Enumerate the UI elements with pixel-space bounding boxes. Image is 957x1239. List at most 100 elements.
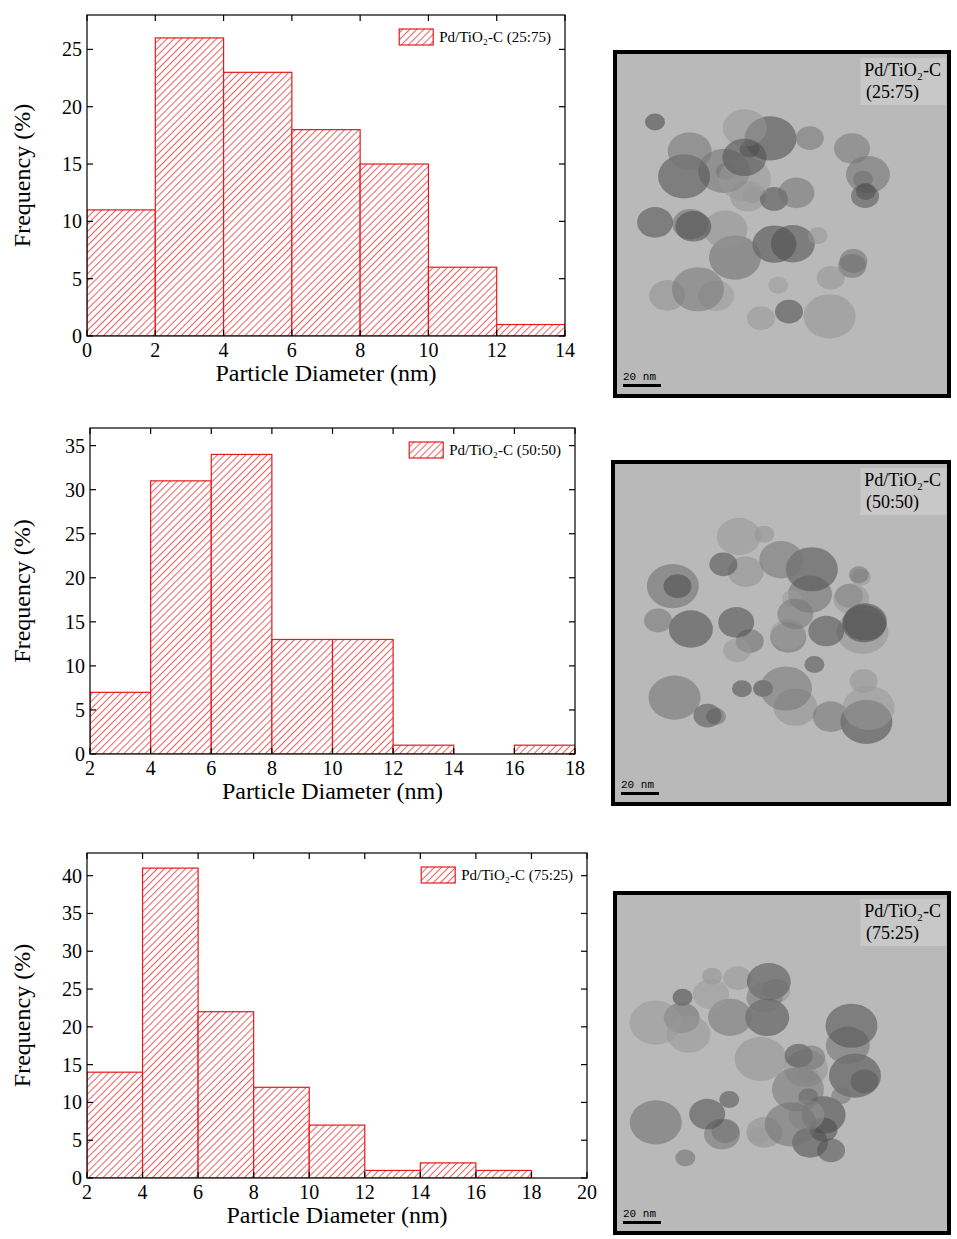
x-tick bbox=[475, 1172, 476, 1178]
x-tick-top bbox=[291, 15, 292, 21]
y-axis-title: Frequency (%) bbox=[9, 104, 35, 247]
y-tick-label: 5 bbox=[72, 268, 82, 290]
particle-texture bbox=[796, 126, 824, 150]
particle-texture bbox=[693, 979, 729, 1010]
y-tick-label: 5 bbox=[72, 1129, 82, 1151]
x-tick-label: 4 bbox=[219, 339, 229, 361]
x-tick-label: 4 bbox=[138, 1181, 148, 1203]
bar bbox=[151, 481, 212, 754]
x-tick bbox=[420, 1172, 421, 1178]
y-tick bbox=[87, 49, 93, 50]
x-tick-label: 16 bbox=[466, 1181, 486, 1203]
y-tick bbox=[90, 489, 96, 490]
figure: 024681012140510152025Particle Diameter (… bbox=[0, 0, 957, 1239]
x-tick-label: 20 bbox=[577, 1181, 597, 1203]
x-tick bbox=[155, 330, 156, 336]
y-tick-label: 30 bbox=[65, 479, 85, 501]
x-tick bbox=[564, 330, 565, 336]
y-tick-label: 25 bbox=[62, 38, 82, 60]
x-tick-label: 10 bbox=[418, 339, 438, 361]
x-tick bbox=[253, 1172, 254, 1178]
x-tick-top bbox=[253, 853, 254, 859]
x-tick-label: 8 bbox=[249, 1181, 259, 1203]
particle-texture bbox=[693, 704, 721, 728]
legend-swatch bbox=[421, 867, 455, 883]
y-tick bbox=[90, 753, 96, 754]
x-tick-label: 12 bbox=[355, 1181, 375, 1203]
x-tick bbox=[364, 1172, 365, 1178]
y-tick bbox=[87, 1026, 93, 1027]
image-sample: (75:25) bbox=[866, 923, 919, 944]
bar bbox=[211, 454, 272, 754]
bars bbox=[87, 868, 531, 1178]
particle-texture bbox=[723, 638, 751, 662]
label-patch bbox=[860, 468, 946, 515]
x-tick-top bbox=[86, 853, 87, 859]
y-tick-right bbox=[581, 1177, 587, 1178]
particle-texture bbox=[777, 599, 813, 630]
x-tick-label: 16 bbox=[504, 757, 524, 779]
particle-texture bbox=[760, 666, 812, 710]
particle-texture bbox=[808, 227, 828, 244]
scale-bar bbox=[621, 792, 659, 795]
x-tick-label: 18 bbox=[565, 757, 585, 779]
image-label: Pd/TiO₂-C bbox=[864, 470, 941, 490]
x-tick-top bbox=[420, 853, 421, 859]
y-tick bbox=[87, 951, 93, 952]
particle-texture bbox=[675, 211, 711, 242]
bar bbox=[198, 1012, 254, 1178]
y-tick-label: 20 bbox=[62, 96, 82, 118]
y-tick bbox=[87, 1064, 93, 1065]
y-tick bbox=[90, 445, 96, 446]
y-tick-label: 25 bbox=[65, 523, 85, 545]
y-tick-right bbox=[581, 1102, 587, 1103]
y-axis-title: Frequency (%) bbox=[9, 944, 35, 1087]
image-border bbox=[615, 893, 949, 1233]
particle-texture bbox=[644, 609, 672, 633]
x-tick-label: 18 bbox=[521, 1181, 541, 1203]
x-tick-label: 14 bbox=[444, 757, 464, 779]
x-tick bbox=[309, 1172, 310, 1178]
particle-texture bbox=[689, 1099, 725, 1130]
particle-texture bbox=[645, 114, 665, 131]
histogram-panel: 24681012141618200510152025303540Particle… bbox=[9, 853, 597, 1228]
y-axis-title: Frequency (%) bbox=[9, 519, 35, 662]
x-tick-label: 14 bbox=[410, 1181, 430, 1203]
y-tick bbox=[90, 577, 96, 578]
x-tick bbox=[586, 1172, 587, 1178]
x-tick-label: 2 bbox=[85, 757, 95, 779]
particle-texture bbox=[747, 306, 775, 330]
particle-texture bbox=[717, 518, 761, 555]
particle-texture bbox=[817, 1139, 845, 1163]
x-tick-top bbox=[514, 428, 515, 434]
particle-texture bbox=[804, 294, 856, 338]
particle-texture bbox=[839, 249, 867, 273]
particle-texture bbox=[768, 277, 788, 294]
particle-texture bbox=[843, 686, 895, 730]
x-tick bbox=[360, 330, 361, 336]
bar bbox=[365, 1170, 421, 1178]
particle-texture bbox=[649, 675, 701, 719]
x-tick-label: 10 bbox=[323, 757, 343, 779]
y-tick-label: 0 bbox=[75, 743, 85, 765]
legend-label: Pd/TiO₂-C (75:25) bbox=[461, 867, 573, 884]
y-tick-label: 10 bbox=[62, 210, 82, 232]
x-tick-label: 6 bbox=[206, 757, 216, 779]
y-tick-right bbox=[581, 1026, 587, 1027]
x-tick-label: 2 bbox=[82, 1181, 92, 1203]
bar bbox=[292, 130, 360, 336]
x-tick bbox=[514, 748, 515, 754]
x-tick-label: 12 bbox=[383, 757, 403, 779]
particle-texture bbox=[668, 132, 712, 169]
y-tick bbox=[90, 665, 96, 666]
image-background bbox=[615, 52, 949, 396]
particle-texture bbox=[825, 1004, 877, 1048]
tem-image: Pd/TiO₂-C(50:50)20 nm bbox=[613, 462, 949, 804]
x-tick-top bbox=[223, 15, 224, 21]
particle-texture bbox=[775, 300, 803, 324]
plot-frame bbox=[87, 15, 565, 336]
x-tick-label: 10 bbox=[299, 1181, 319, 1203]
particle-texture bbox=[808, 616, 844, 647]
bar bbox=[224, 72, 292, 336]
y-tick-right bbox=[569, 753, 575, 754]
